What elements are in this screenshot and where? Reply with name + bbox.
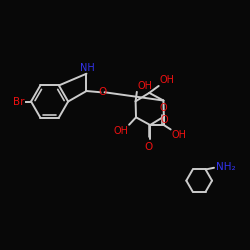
Text: O: O: [160, 103, 168, 113]
Text: OH: OH: [114, 126, 128, 136]
Text: O: O: [161, 115, 168, 125]
Text: O: O: [98, 87, 107, 97]
Text: NH₂: NH₂: [216, 162, 236, 172]
Text: O: O: [145, 142, 153, 152]
Text: OH: OH: [172, 130, 187, 140]
Text: NH: NH: [80, 62, 95, 72]
Text: OH: OH: [137, 81, 152, 91]
Text: OH: OH: [159, 75, 174, 85]
Text: Br: Br: [14, 96, 25, 106]
